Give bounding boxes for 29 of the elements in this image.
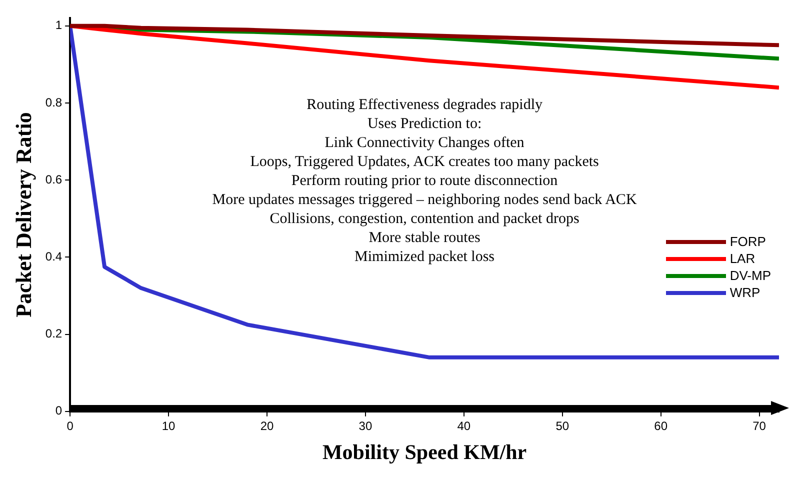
x-axis-title: Mobility Speed KM/hr: [322, 440, 527, 464]
y-tick-label: 0: [55, 404, 62, 418]
y-tick-label: 1: [55, 18, 62, 32]
annotation: Link Connectivity Changes often: [324, 134, 526, 154]
y-axis-title: Packet Delivery Ratio: [10, 112, 36, 318]
x-tick-label: 10: [162, 418, 176, 433]
annotation: Loops, Triggered Updates, ACK creates too many packets: [249, 153, 600, 172]
x-tick-label: 50: [556, 418, 570, 433]
legend-label: WRP: [730, 285, 760, 300]
x-tick-label: 30: [358, 418, 372, 433]
annotation: Uses Prediction to:: [366, 115, 483, 134]
annotation: Routing Effectiveness degrades rapidly: [306, 96, 544, 116]
legend-label: DV-MP: [730, 268, 771, 284]
annotation: Mimimized packet loss: [354, 248, 496, 268]
x-tick-label: 0: [66, 418, 74, 433]
y-tick-label: 0.4: [45, 250, 62, 264]
y-tick-label: 0.8: [45, 95, 62, 110]
annotation: Perform routing prior to route disconnection: [290, 172, 559, 192]
y-tick-label: 0.6: [45, 172, 62, 186]
annotation: More updates messages triggered – neighboring nodes send back ACK: [211, 191, 638, 210]
legend-label: LAR: [730, 251, 756, 266]
legend-label: FORP: [730, 234, 766, 250]
x-tick-label: 60: [654, 418, 668, 433]
x-tick-label: 20: [260, 418, 274, 433]
x-tick-label: 70: [752, 418, 766, 433]
annotation: More stable routes: [368, 229, 482, 248]
annotation: Collisions, congestion, contention and packet drops: [268, 210, 580, 230]
x-tick-label: 40: [457, 418, 471, 433]
y-tick-label: 0.2: [45, 326, 62, 341]
